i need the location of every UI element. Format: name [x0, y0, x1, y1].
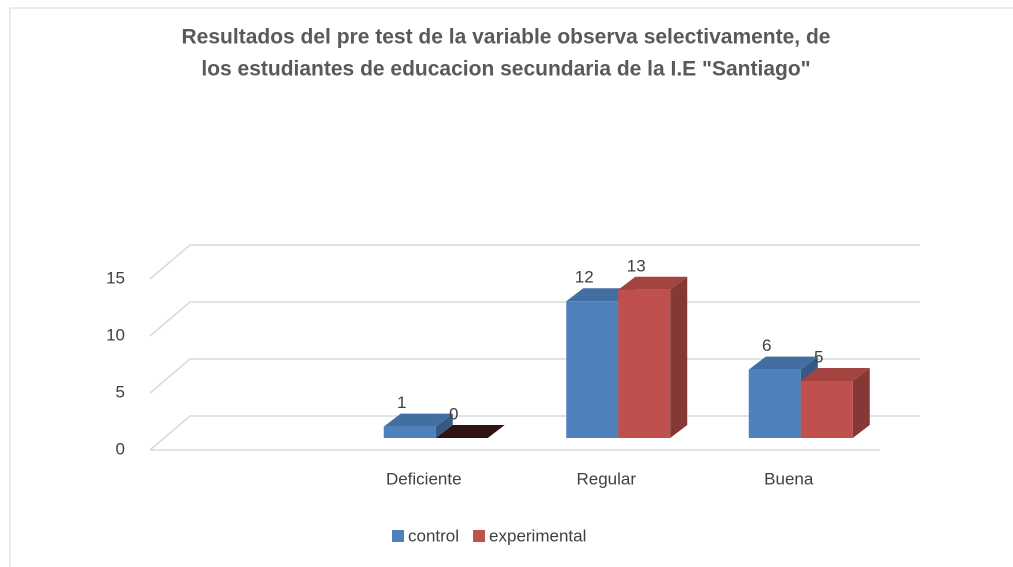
bar-top: [383, 413, 453, 427]
value-label: 6: [762, 336, 771, 355]
bar-front: [566, 301, 619, 438]
legend-label: experimental: [489, 526, 586, 545]
y-tick-label: 15: [106, 268, 125, 287]
y-tick-label: 5: [116, 382, 125, 401]
bar: [618, 276, 688, 438]
y-tick-label: 0: [116, 439, 125, 458]
x-tick-label: Buena: [764, 469, 814, 488]
y-tick-label: 10: [106, 325, 125, 344]
bar-top: [618, 276, 688, 290]
legend-swatch: [392, 530, 404, 542]
grid-line: [149, 301, 920, 337]
value-label: 0: [449, 404, 458, 423]
bar-top: [566, 288, 636, 302]
grid-line: [149, 244, 920, 280]
value-label: 5: [814, 347, 823, 366]
bar-side: [852, 368, 870, 438]
bar-front: [800, 381, 853, 438]
chart-title: los estudiantes de educacion secundaria …: [201, 58, 810, 81]
legend-label: control: [408, 526, 459, 545]
bar-top: [748, 356, 818, 370]
bar-front: [748, 369, 801, 438]
chart-border: [9, 7, 1013, 567]
bar-top: [800, 368, 870, 381]
x-tick-label: Regular: [576, 469, 636, 488]
x-tick-label: Deficiente: [386, 469, 462, 488]
chart-title: Resultados del pre test de la variable o…: [182, 26, 831, 49]
bar-front: [618, 289, 671, 438]
bar-side: [435, 413, 453, 438]
bar: [800, 368, 870, 438]
value-label: 13: [627, 256, 646, 275]
value-label: 1: [397, 393, 406, 412]
bar-front: [383, 426, 436, 438]
value-label: 12: [575, 268, 594, 287]
bar: [383, 413, 453, 438]
bar: [435, 425, 505, 438]
bar-side: [670, 276, 688, 438]
bar-top: [435, 425, 505, 438]
legend-swatch: [473, 530, 486, 542]
